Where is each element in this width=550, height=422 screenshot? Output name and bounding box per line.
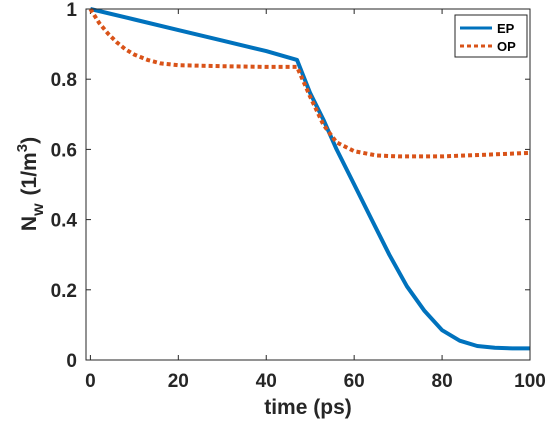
legend-box bbox=[454, 14, 528, 58]
y-axis-label-close: ) bbox=[18, 137, 41, 144]
y-tick-label: 0.2 bbox=[51, 281, 77, 302]
series-line-ep bbox=[89, 7, 530, 351]
x-tick-label: 80 bbox=[432, 371, 453, 392]
plot-area bbox=[86, 9, 530, 360]
y-axis-label-sup: 3 bbox=[14, 144, 31, 152]
x-tick-label: 40 bbox=[256, 371, 277, 392]
legend-label-ep: EP bbox=[497, 21, 515, 36]
x-tick-label: 60 bbox=[344, 371, 365, 392]
y-tick-label: 0 bbox=[66, 351, 77, 372]
legend-label-op: OP bbox=[497, 39, 516, 54]
legend: EP OP bbox=[454, 14, 528, 58]
y-axis-label-main: N bbox=[18, 216, 41, 231]
x-tick-label: 100 bbox=[514, 371, 546, 392]
series-layer bbox=[88, 7, 531, 351]
x-tick-label: 0 bbox=[85, 371, 96, 392]
series-line-op bbox=[88, 7, 531, 159]
x-tick-label: 20 bbox=[168, 371, 189, 392]
x-axis-ticks: 0 20 40 60 80 100 bbox=[85, 9, 546, 392]
y-axis-ticks: 0 0.2 0.4 0.6 0.8 1 bbox=[51, 0, 530, 372]
y-axis-label-unit: (1/m bbox=[18, 152, 41, 195]
y-tick-label: 0.8 bbox=[51, 70, 77, 91]
y-axis-label-sub: w bbox=[30, 203, 47, 217]
y-tick-label: 0.6 bbox=[51, 140, 77, 161]
y-tick-label: 1 bbox=[66, 0, 77, 21]
y-tick-label: 0.4 bbox=[51, 211, 78, 232]
y-axis-label: Nw (1/m3) bbox=[14, 137, 47, 231]
plot-frame bbox=[85, 8, 531, 361]
x-axis-label: time (ps) bbox=[264, 396, 352, 419]
